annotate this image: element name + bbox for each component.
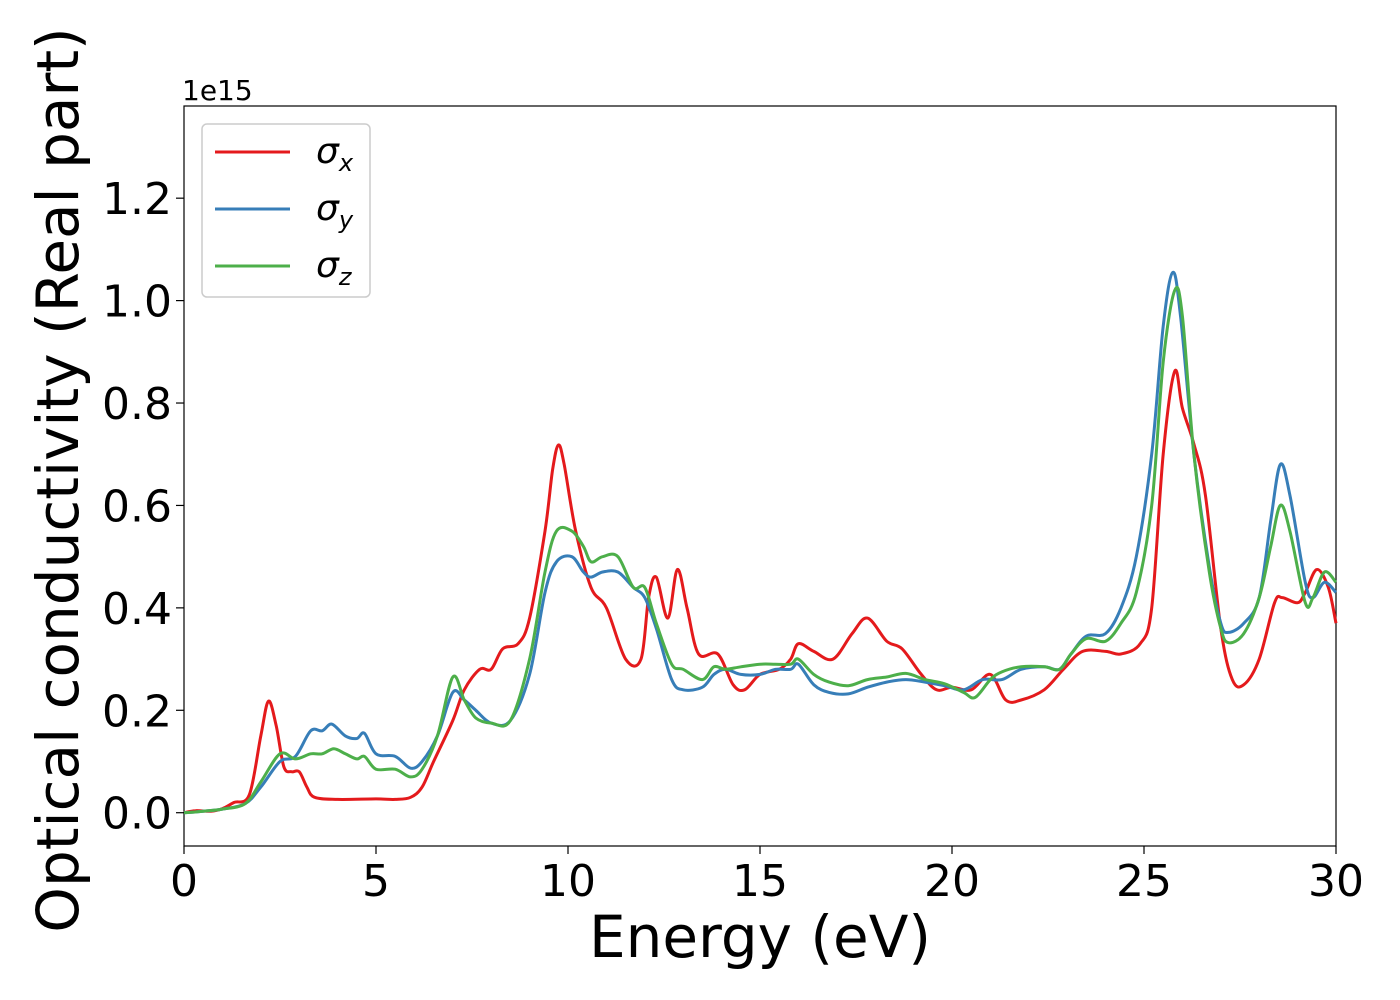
x-axis-label: Energy (eV) <box>589 903 931 971</box>
legend-subscript: x <box>338 149 354 177</box>
y-tick-label: 1.2 <box>102 174 172 225</box>
x-axis-ticks: 0 5 10 15 20 25 30 <box>170 846 1364 907</box>
x-tick-label: 20 <box>924 856 980 907</box>
y-tick-label: 0.4 <box>102 584 172 635</box>
legend-symbol: σ <box>316 245 340 286</box>
y-axis-ticks: 0.0 0.2 0.4 0.6 0.8 1.0 1.2 <box>102 174 184 840</box>
series-layer <box>183 270 1338 815</box>
y-axis-label: Optical conductivity (Real part) <box>24 27 92 932</box>
legend-symbol: σ <box>316 131 340 172</box>
y-tick-label: 0.0 <box>102 789 172 840</box>
y-tick-label: 0.2 <box>102 686 172 737</box>
legend-subscript: y <box>338 206 354 234</box>
x-tick-label: 5 <box>362 856 390 907</box>
y-scale-label: 1e15 <box>182 74 253 107</box>
legend-label-x: σx <box>316 131 354 177</box>
series-line-x <box>183 368 1338 815</box>
x-tick-label: 0 <box>170 856 198 907</box>
x-tick-label: 30 <box>1308 856 1364 907</box>
legend-label-y: σy <box>316 188 354 234</box>
y-tick-label: 0.8 <box>102 379 172 430</box>
y-tick-label: 1.0 <box>102 277 172 328</box>
x-tick-label: 25 <box>1116 856 1172 907</box>
x-tick-label: 10 <box>540 856 596 907</box>
legend-symbol: σ <box>316 188 340 229</box>
plot-area <box>183 105 1337 847</box>
legend-subscript: z <box>338 263 353 291</box>
x-tick-label: 15 <box>732 856 788 907</box>
y-tick-label: 0.6 <box>102 481 172 532</box>
legend-label-z: σz <box>316 245 353 291</box>
series-line-z <box>183 285 1338 815</box>
